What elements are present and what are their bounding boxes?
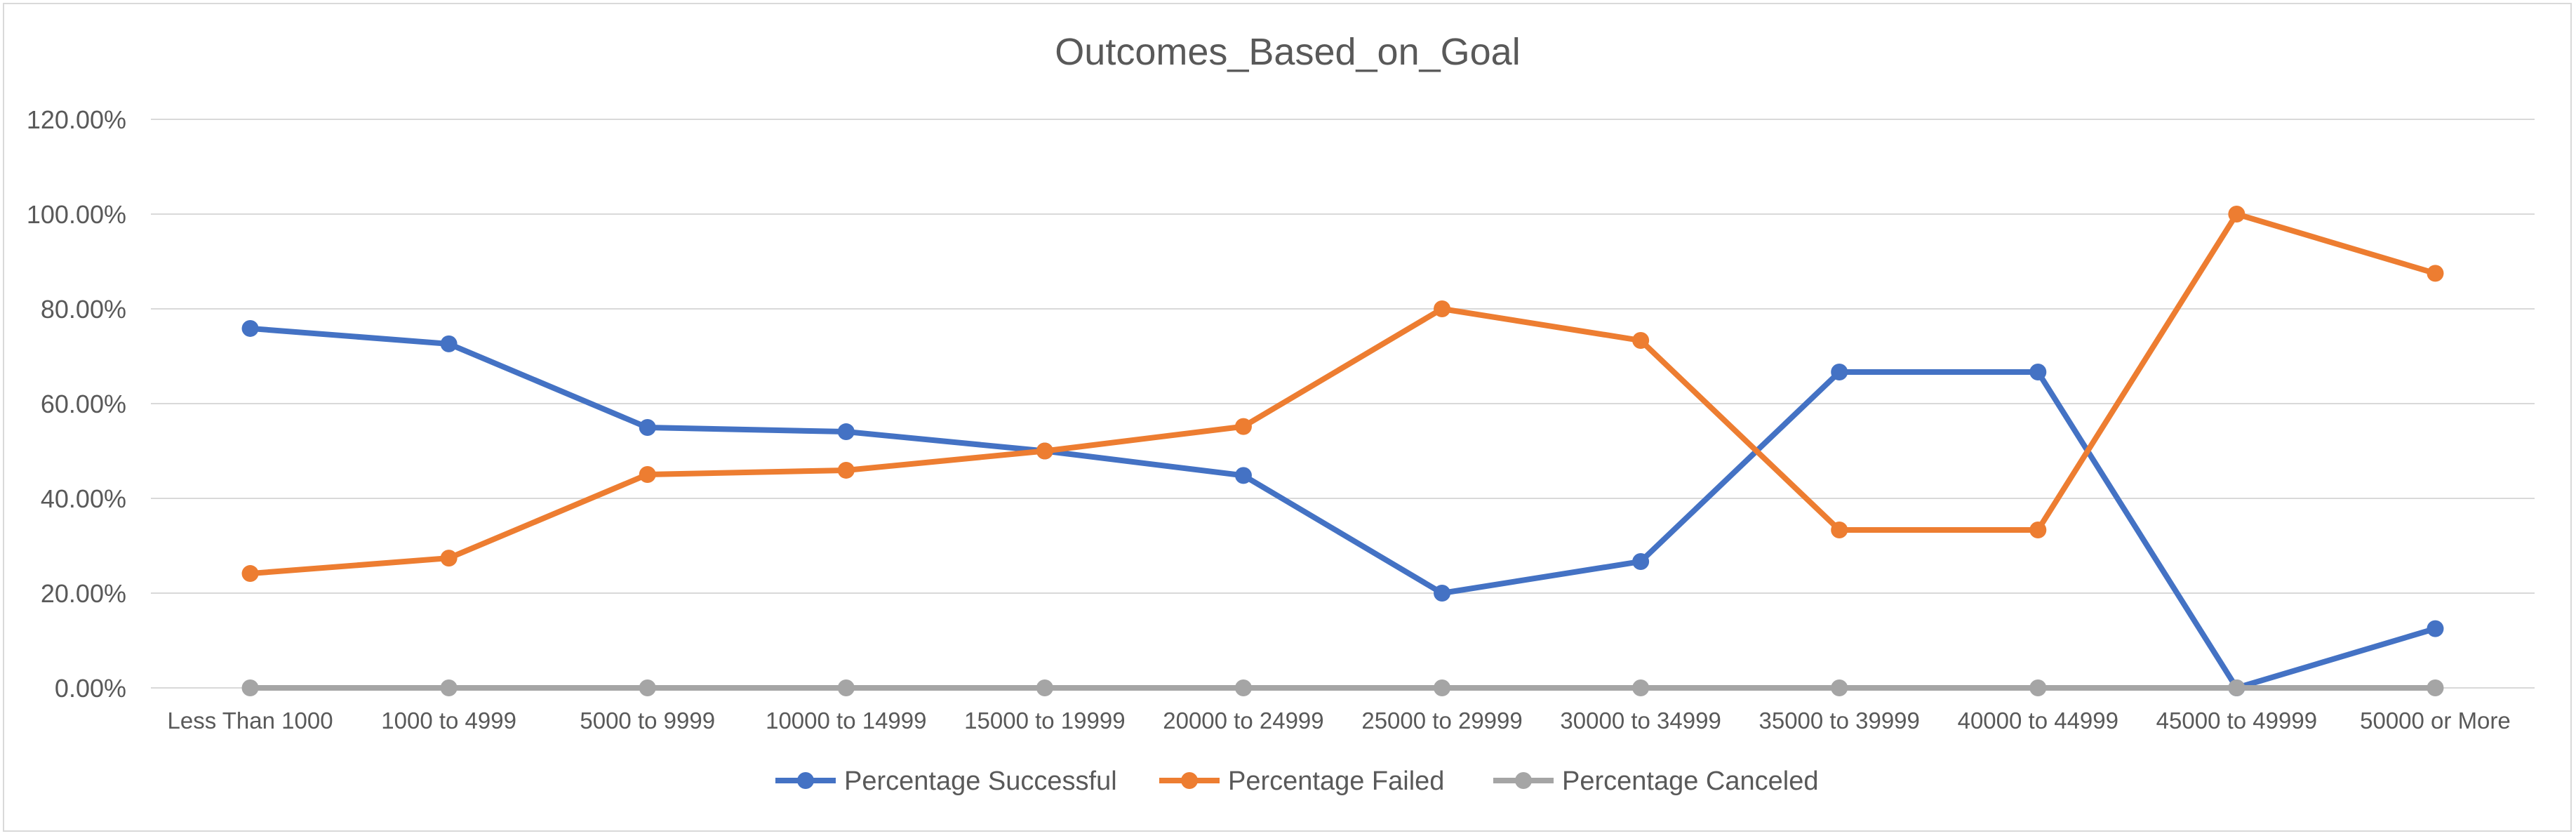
x-tick-label: 40000 to 44999 — [1958, 708, 2118, 734]
y-tick-label: 120.00% — [27, 105, 126, 134]
data-point — [1434, 679, 1451, 696]
data-point — [1434, 585, 1451, 602]
legend-label: Percentage Successful — [844, 767, 1117, 796]
data-point — [1831, 363, 1848, 380]
data-point — [1831, 679, 1848, 696]
data-point — [241, 565, 259, 583]
legend-swatch-marker — [1515, 772, 1532, 789]
y-tick-label: 80.00% — [41, 295, 126, 324]
legend-label: Percentage Failed — [1228, 767, 1444, 796]
y-tick-label: 100.00% — [27, 200, 126, 229]
data-point — [2427, 265, 2444, 282]
x-tick-label: 25000 to 29999 — [1361, 708, 1522, 734]
x-tick-label: 35000 to 39999 — [1759, 708, 1920, 734]
x-tick-label: 5000 to 9999 — [580, 708, 715, 734]
data-point — [2228, 206, 2245, 223]
data-point — [2029, 679, 2047, 696]
data-point — [837, 679, 855, 696]
data-point — [639, 679, 656, 696]
data-point — [2427, 679, 2444, 696]
data-point — [2029, 363, 2047, 380]
x-axis-tick-labels: Less Than 1000 1000 to 4999 5000 to 9999 10… — [168, 708, 2511, 734]
data-point — [1036, 679, 1053, 696]
x-tick-label: 50000 or More — [2360, 708, 2511, 734]
data-point — [1234, 467, 1252, 484]
series-3 — [241, 679, 2444, 696]
data-point — [1234, 418, 1252, 435]
x-tick-label: 15000 to 19999 — [964, 708, 1125, 734]
data-point — [241, 679, 259, 696]
y-tick-label: 60.00% — [41, 390, 126, 418]
data-point — [1632, 679, 1650, 696]
data-point — [2427, 620, 2444, 637]
y-tick-label: 40.00% — [41, 484, 126, 513]
x-tick-label: 10000 to 14999 — [766, 708, 926, 734]
legend-item: Percentage Canceled — [1493, 767, 1818, 796]
data-point — [1632, 332, 1650, 350]
legend-swatch-marker — [797, 772, 814, 789]
data-point — [440, 550, 458, 567]
x-tick-label: 30000 to 34999 — [1560, 708, 1721, 734]
data-point — [440, 335, 458, 352]
data-point — [440, 679, 458, 696]
gridlines — [151, 119, 2535, 689]
data-point — [837, 423, 855, 441]
legend-swatch-marker — [1181, 772, 1198, 789]
data-point — [639, 465, 656, 483]
data-point — [1434, 300, 1451, 317]
series-line — [247, 211, 2438, 577]
x-tick-label: 1000 to 4999 — [381, 708, 516, 734]
legend-item: Percentage Successful — [775, 767, 1117, 796]
data-point — [2228, 679, 2245, 696]
chart-title: Outcomes_Based_on_Goal — [1055, 31, 1520, 73]
legend-label: Percentage Canceled — [1562, 767, 1818, 796]
data-point — [241, 319, 259, 337]
data-point — [1831, 522, 1848, 539]
data-point — [2029, 522, 2047, 539]
legend-item: Percentage Failed — [1159, 767, 1444, 796]
data-point — [1036, 442, 1053, 460]
x-tick-label: Less Than 1000 — [168, 708, 333, 734]
data-point — [1234, 679, 1252, 696]
series-line — [247, 325, 2438, 691]
data-point — [837, 461, 855, 479]
series-group — [241, 206, 2444, 696]
chart-frame — [3, 3, 2572, 832]
y-tick-label: 20.00% — [41, 579, 126, 608]
data-point — [1632, 552, 1650, 570]
series-1 — [241, 319, 2444, 696]
y-tick-label: 0.00% — [55, 674, 126, 703]
x-tick-label: 45000 to 49999 — [2156, 708, 2317, 734]
x-tick-label: 20000 to 24999 — [1163, 708, 1323, 734]
data-point — [639, 419, 656, 437]
y-axis-tick-labels: 0.00% 20.00% 40.00% 60.00% 80.00% 100.00% 120.… — [27, 105, 126, 703]
legend: Percentage Successful Percentage Failed Pe… — [775, 767, 1818, 796]
series-2 — [241, 206, 2444, 583]
